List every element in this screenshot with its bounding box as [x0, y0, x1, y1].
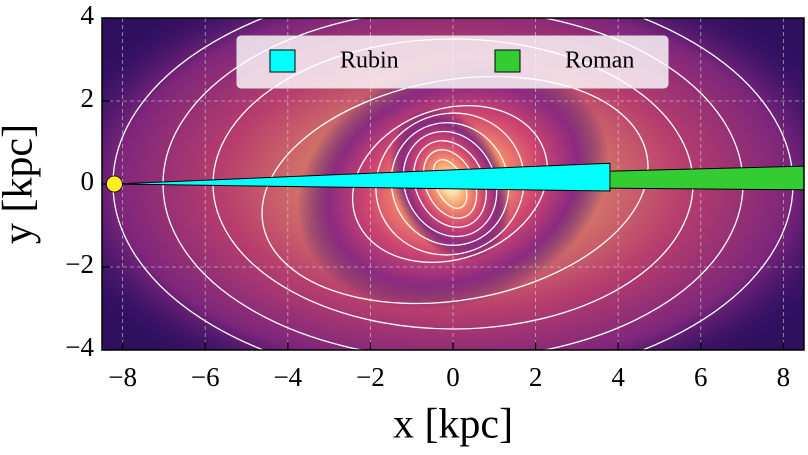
- legend-swatch: [269, 49, 296, 73]
- y-tick-label: 4: [81, 0, 95, 30]
- legend-label: Roman: [565, 48, 634, 74]
- y-axis-label: y [kpc]: [0, 124, 42, 244]
- x-axis-label: x [kpc]: [393, 402, 513, 448]
- y-tick-label: 2: [81, 83, 95, 113]
- x-tick-label: −8: [108, 362, 137, 392]
- x-tick-label: −4: [273, 362, 302, 392]
- footprint: [114, 162, 611, 192]
- x-tick-label: −2: [356, 362, 385, 392]
- legend-label: Rubin: [340, 48, 399, 74]
- x-tick-label: 0: [446, 362, 460, 392]
- observer: [105, 175, 123, 193]
- x-tick-label: 6: [694, 362, 708, 392]
- x-tick-label: 2: [529, 362, 543, 392]
- y-tick-label: −2: [65, 249, 94, 279]
- legend: [236, 35, 669, 89]
- y-tick-label: −4: [65, 332, 94, 362]
- x-tick-label: 4: [611, 362, 625, 392]
- x-tick-label: 8: [777, 362, 791, 392]
- legend-swatch: [494, 49, 521, 73]
- x-tick-label: −6: [191, 362, 220, 392]
- y-tick-label: 0: [81, 166, 95, 196]
